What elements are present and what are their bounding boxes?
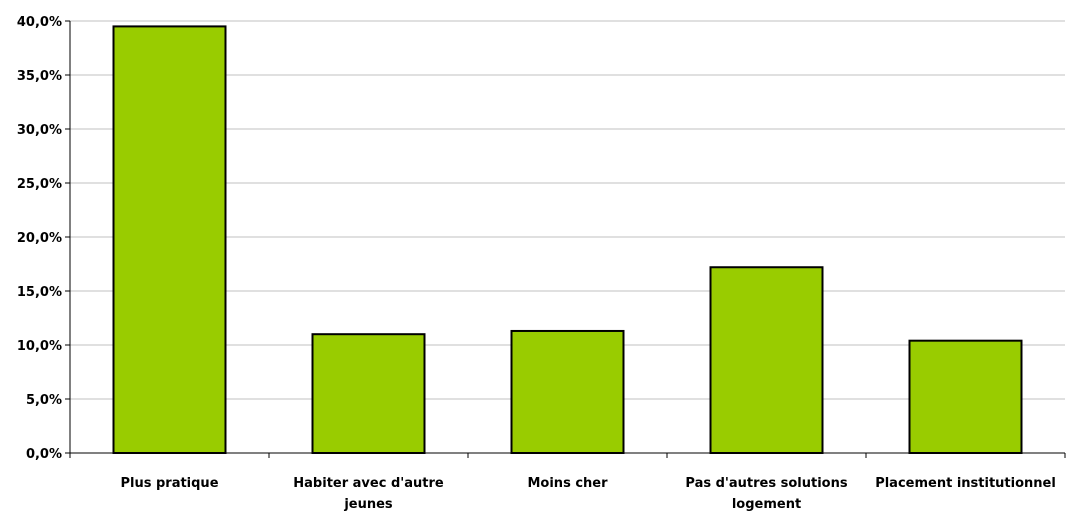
x-category-label: Pas d'autres solutions logement [685, 476, 847, 512]
x-category-label: Placement institutionnel [875, 476, 1056, 491]
bars [112, 25, 1023, 455]
y-tick-label: 10,0% [17, 339, 62, 354]
x-category-label: Moins cher [527, 476, 608, 491]
y-tick-label: 20,0% [17, 231, 62, 246]
x-category-label: Habiter avec d'autre jeunes [293, 476, 444, 512]
y-tick-label: 0,0% [26, 447, 62, 462]
bar [709, 266, 824, 454]
y-axis-tick-labels: 0,0% 5,0% 10,0% 15,0% 20,0% 25,0% 30,0% 35,0% 40… [17, 15, 62, 462]
gridlines [70, 20, 1065, 400]
y-tick-label: 15,0% [17, 285, 62, 300]
y-tick-label: 5,0% [26, 393, 62, 408]
y-tick-label: 35,0% [17, 69, 62, 84]
y-tick-label: 40,0% [17, 15, 62, 30]
bar [112, 25, 227, 455]
x-axis-category-labels: Plus pratique Habiter avec d'autre jeunes M… [120, 476, 1055, 512]
bar [908, 339, 1023, 454]
bar [510, 329, 625, 454]
y-tick-label: 30,0% [17, 123, 62, 138]
axes [65, 20, 1066, 458]
y-tick-label: 25,0% [17, 177, 62, 192]
bar [311, 333, 426, 455]
x-category-label: Plus pratique [120, 476, 218, 491]
